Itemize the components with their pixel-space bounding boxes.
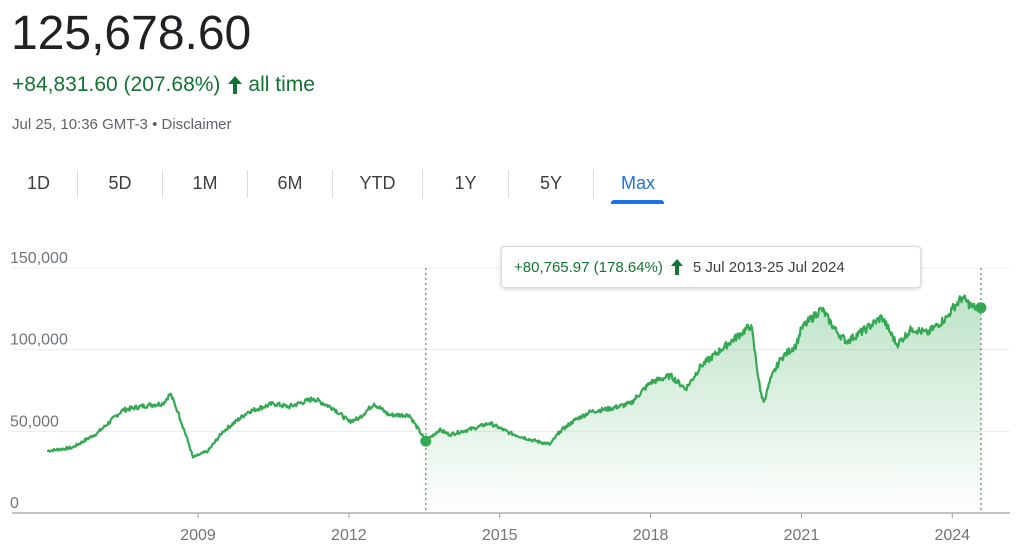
- range-end-marker[interactable]: [975, 302, 987, 314]
- tab-divider: [508, 170, 509, 198]
- meta-row: Jul 25, 10:36 GMT-3 • Disclaimer: [12, 115, 232, 135]
- tab-ytd[interactable]: YTD: [359, 173, 396, 193]
- y-tick-label: 50,000: [10, 413, 59, 430]
- y-tick-label: 150,000: [10, 250, 68, 267]
- tab-1y[interactable]: 1Y: [454, 173, 477, 193]
- y-tick-label: 100,000: [10, 332, 68, 349]
- area-fill: [425, 295, 981, 513]
- change-period: all time: [248, 73, 315, 96]
- tab-1d[interactable]: 1D: [26, 173, 50, 193]
- x-tick-label: 2024: [934, 527, 970, 544]
- tooltip-date-range: 5 Jul 2013-25 Jul 2024: [692, 258, 845, 276]
- disclaimer-link[interactable]: Disclaimer: [161, 116, 232, 133]
- tab-divider: [422, 170, 423, 198]
- range-tabs: 1D 5D 1M 6M YTD 1Y 5Y Max: [0, 162, 700, 208]
- tab-divider: [247, 170, 248, 198]
- tab-divider: [332, 170, 333, 198]
- tooltip-change: +80,765.97 (178.64%): [514, 258, 663, 276]
- tab-5y[interactable]: 5Y: [539, 173, 563, 193]
- tab-divider: [162, 170, 163, 198]
- range-start-marker[interactable]: [420, 435, 432, 447]
- timestamp: Jul 25, 10:36 GMT-3: [12, 116, 148, 133]
- range-markers: [420, 268, 987, 513]
- tab-divider: [77, 170, 78, 198]
- change-value: +84,831.60 (207.68%): [12, 73, 221, 96]
- x-tick-label: 2009: [180, 527, 216, 544]
- range-tooltip: +80,765.97 (178.64%) 5 Jul 2013-25 Jul 2…: [501, 246, 921, 288]
- y-tick-label: 0: [10, 495, 19, 512]
- arrow-up-icon: [670, 259, 683, 275]
- active-tab-indicator: [611, 200, 664, 204]
- tab-divider: [593, 170, 594, 198]
- tab-max[interactable]: Max: [620, 173, 655, 193]
- arrow-up-icon: [228, 76, 243, 94]
- y-axis-labels: 0 50,000 100,000 150,000: [10, 250, 68, 512]
- current-price: 125,678.60: [11, 7, 252, 60]
- x-tick-label: 2015: [482, 527, 518, 544]
- x-axis-labels: 2009 2012 2015 2018 2021 2024: [180, 527, 970, 544]
- tab-6m[interactable]: 6M: [277, 173, 303, 193]
- x-tick-label: 2018: [633, 527, 669, 544]
- x-tick-label: 2021: [784, 527, 820, 544]
- series-line: [46, 294, 982, 459]
- x-tick-label: 2012: [331, 527, 367, 544]
- separator-dot: •: [152, 116, 158, 133]
- change-summary: +84,831.60 (207.68%) all time: [12, 72, 315, 98]
- tab-1m[interactable]: 1M: [192, 173, 218, 193]
- tab-5d[interactable]: 5D: [108, 173, 132, 193]
